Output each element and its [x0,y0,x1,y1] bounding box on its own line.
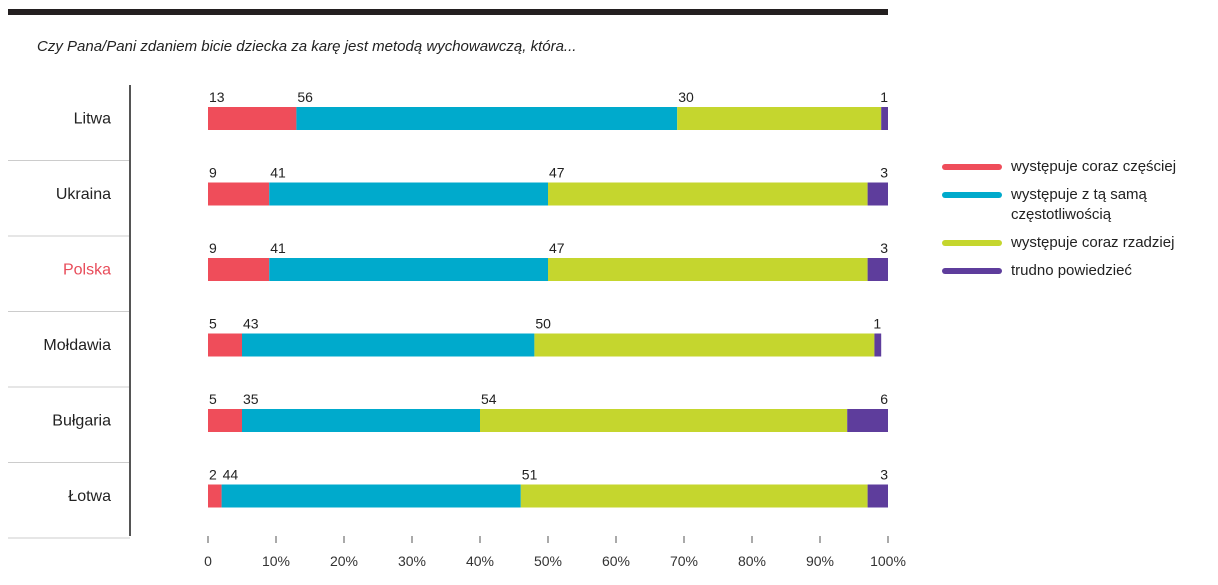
x-tick-label: 100% [870,553,906,569]
legend-item: występuje coraz częściej [942,157,1218,177]
data-label: 1 [873,316,881,332]
data-label: 41 [270,165,286,181]
data-label: 54 [481,391,497,407]
legend-item: trudno powiedzieć [942,261,1218,281]
x-tick-label: 80% [738,553,766,569]
bar-segment [208,182,270,206]
bar-segment [480,409,848,432]
legend-label: występuje z tą samą częstotliwością [1011,186,1147,223]
legend-swatch [942,164,1002,170]
bar-segment [847,409,888,432]
bar-segment [242,409,480,432]
bar-segment [269,258,548,281]
data-label: 2 [209,467,217,483]
bar-segment [208,409,242,432]
data-label: 13 [209,89,225,105]
data-label: 5 [209,316,217,332]
data-label: 50 [535,316,551,332]
data-label: 47 [549,165,565,181]
legend-swatch [942,268,1002,274]
x-tick-label: 0 [204,553,212,569]
data-label: 5 [209,391,217,407]
legend-swatch [942,192,1002,198]
data-label: 56 [297,89,313,105]
data-label: 41 [270,240,286,256]
x-tick-label: 30% [398,553,426,569]
bar-segment [208,107,297,130]
x-tick-label: 10% [262,553,290,569]
data-label: 51 [522,467,538,483]
bar-segment [534,333,875,357]
bar-segment [208,333,242,357]
x-tick-label: 60% [602,553,630,569]
bar-segment [269,182,548,206]
data-label: 44 [223,467,239,483]
legend-item: występuje z tą samą częstotliwością [942,185,1218,225]
category-label: Łotwa [68,488,111,505]
bar-segment [867,182,888,206]
legend-label: trudno powiedzieć [1011,262,1132,279]
bar-segment [874,333,882,357]
data-label: 30 [678,89,694,105]
x-tick-label: 40% [466,553,494,569]
legend-label: występuje coraz częściej [1011,158,1177,175]
data-label: 3 [880,165,888,181]
bar-segment [221,484,521,508]
legend-item: występuje coraz rzadziej [942,233,1218,253]
category-label: Ukraina [56,186,111,203]
x-tick-label: 20% [330,553,358,569]
data-label: 6 [880,391,888,407]
category-label: Polska [63,262,111,279]
data-label: 9 [209,165,217,181]
x-tick-label: 70% [670,553,698,569]
data-label: 35 [243,391,259,407]
category-label: Bułgaria [52,413,111,430]
bar-segment [548,258,868,281]
bar-segment [881,107,888,130]
data-label: 1 [880,89,888,105]
legend-swatch [942,240,1002,246]
bar-segment [867,258,888,281]
bar-segment [520,484,868,508]
bar-segment [208,258,270,281]
category-label: Litwa [74,111,111,128]
data-label: 43 [243,316,259,332]
bar-segment [242,333,535,357]
bar-segment [677,107,882,130]
bar-segment [296,107,678,130]
category-label: Mołdawia [43,337,111,354]
x-tick-label: 90% [806,553,834,569]
bar-segment [548,182,868,206]
x-tick-label: 50% [534,553,562,569]
bar-segment [208,484,222,508]
chart-subtitle: Czy Pana/Pani zdaniem bicie dziecka za k… [37,38,577,55]
data-label: 9 [209,240,217,256]
data-label: 3 [880,240,888,256]
data-label: 47 [549,240,565,256]
bar-segment [867,484,888,508]
legend-label: występuje coraz rzadziej [1011,234,1175,251]
data-label: 3 [880,467,888,483]
header-bar [8,9,888,15]
chart-legend: występuje coraz częściej występuje z tą s… [942,157,1218,289]
